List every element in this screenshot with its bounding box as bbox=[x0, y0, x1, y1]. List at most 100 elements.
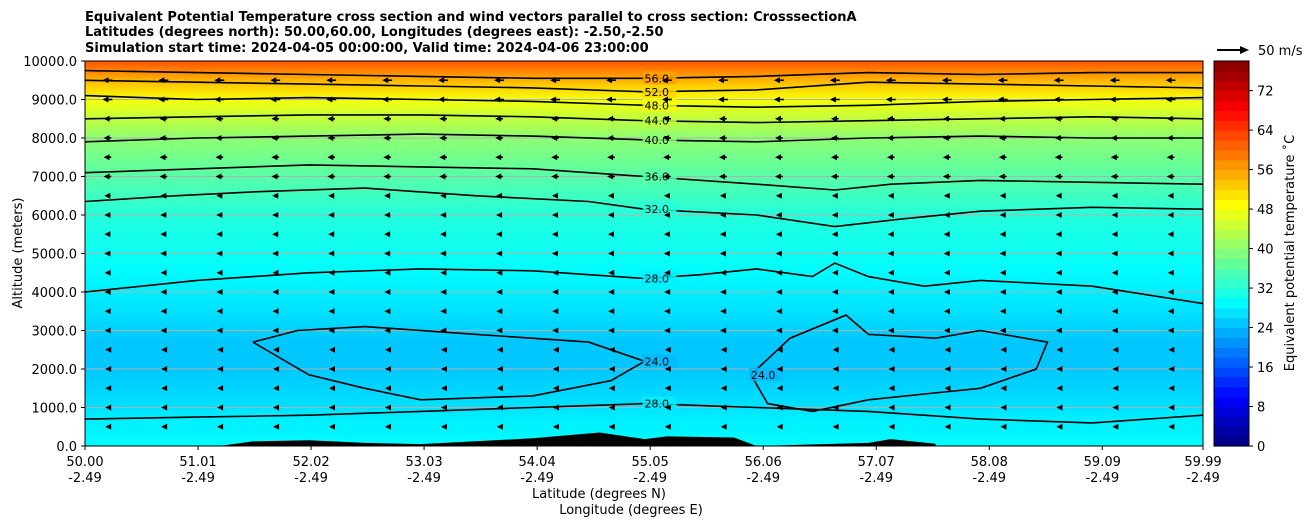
wind-vector bbox=[832, 289, 839, 295]
wind-vector bbox=[103, 135, 112, 141]
wind-vector bbox=[886, 173, 895, 180]
wind-vector bbox=[440, 289, 447, 295]
y-axis-label: Altitude (meters) bbox=[11, 198, 26, 309]
wind-vector bbox=[216, 269, 223, 276]
wind-vector bbox=[440, 231, 447, 238]
wind-vector bbox=[327, 115, 336, 122]
wind-vector bbox=[1000, 346, 1007, 353]
x-tick-label-lat: 50.00 bbox=[66, 455, 103, 470]
wind-vector bbox=[775, 115, 783, 122]
wind-vector bbox=[328, 192, 335, 199]
wind-vector bbox=[943, 212, 950, 218]
y-tick-label: 10000.0 bbox=[23, 55, 77, 70]
wind-vector bbox=[832, 327, 839, 334]
colorbar-tick-label: 32 bbox=[1257, 282, 1274, 297]
wind-vector bbox=[551, 135, 559, 141]
wind-vector bbox=[829, 96, 840, 103]
wind-vector bbox=[103, 154, 112, 161]
wind-vector bbox=[496, 192, 503, 199]
colorbar-frame bbox=[1213, 60, 1250, 447]
wind-vector bbox=[997, 77, 1008, 84]
colorbar-segment bbox=[1214, 209, 1249, 220]
wind-vector bbox=[160, 289, 167, 295]
wind-vector bbox=[888, 289, 895, 295]
wind-vector bbox=[1000, 423, 1007, 430]
wind-vector bbox=[608, 346, 615, 353]
wind-vector bbox=[161, 385, 168, 392]
wind-vector bbox=[272, 327, 279, 334]
wind-vector bbox=[776, 423, 783, 430]
wind-vector bbox=[999, 192, 1006, 199]
wind-vector bbox=[271, 154, 280, 161]
wind-vector bbox=[944, 385, 951, 392]
wind-vector bbox=[830, 135, 839, 141]
wind-vector bbox=[217, 385, 224, 392]
colorbar-segment bbox=[1214, 90, 1249, 102]
x-tick-label-lat: 58.08 bbox=[971, 455, 1008, 470]
wind-vector bbox=[888, 366, 895, 372]
wind-vector bbox=[104, 212, 111, 218]
wind-vector bbox=[1000, 404, 1007, 411]
colorbar-segment bbox=[1214, 110, 1249, 121]
wind-vector bbox=[1111, 250, 1118, 257]
contour-label-44: 44.0 bbox=[645, 115, 670, 128]
wind-vector bbox=[1054, 154, 1063, 161]
colorbar-segment bbox=[1214, 130, 1249, 141]
wind-vector bbox=[885, 96, 896, 103]
wind-vector bbox=[158, 77, 169, 84]
wind-vector bbox=[942, 173, 951, 180]
colorbar-segment bbox=[1214, 159, 1249, 171]
wind-vector bbox=[440, 404, 447, 411]
wind-vector bbox=[1111, 212, 1118, 218]
wind-vector bbox=[1055, 308, 1062, 315]
wind-vector bbox=[663, 212, 670, 218]
wind-vector bbox=[1056, 385, 1063, 392]
x-tick-label-lon: -2.49 bbox=[1085, 471, 1119, 486]
wind-vector bbox=[217, 346, 224, 353]
wind-vector bbox=[1055, 231, 1062, 238]
wind-vector bbox=[775, 135, 783, 141]
wind-vector bbox=[607, 115, 615, 122]
wind-vector bbox=[328, 289, 335, 295]
wind-vector bbox=[160, 269, 167, 276]
contour-label-56: 56.0 bbox=[645, 72, 670, 85]
wind-vector bbox=[440, 250, 447, 257]
wind-vector bbox=[384, 346, 391, 353]
wind-vector bbox=[999, 289, 1006, 295]
wind-vector bbox=[105, 366, 112, 372]
wind-vector bbox=[720, 289, 727, 295]
colorbar-segment bbox=[1214, 327, 1249, 339]
wind-vector bbox=[272, 212, 279, 218]
wind-vector bbox=[1167, 231, 1174, 238]
wind-vector bbox=[999, 250, 1006, 257]
wind-vector bbox=[886, 135, 895, 141]
wind-vector bbox=[661, 96, 672, 103]
wind-vector bbox=[941, 96, 952, 103]
wind-vector bbox=[438, 77, 449, 84]
wind-vector bbox=[215, 115, 224, 122]
wind-vector bbox=[496, 327, 503, 334]
colorbar-tick-label: 56 bbox=[1257, 164, 1274, 179]
wind-vector bbox=[552, 269, 559, 276]
wind-vector bbox=[830, 115, 839, 122]
wind-vector bbox=[271, 173, 280, 180]
wind-vector bbox=[496, 269, 503, 276]
wind-vector bbox=[943, 269, 950, 276]
colorbar-tick-label: 64 bbox=[1257, 124, 1274, 139]
contour-line-36 bbox=[85, 164, 1203, 191]
colorbar-segment bbox=[1214, 139, 1249, 151]
wind-vector bbox=[160, 327, 167, 334]
wind-vector bbox=[384, 423, 391, 430]
wind-vector bbox=[1053, 96, 1064, 103]
wind-vector bbox=[1109, 96, 1120, 103]
wind-vector bbox=[1056, 423, 1063, 430]
colorbar-segment bbox=[1214, 288, 1249, 299]
wind-vector bbox=[327, 154, 336, 161]
wind-vector bbox=[887, 192, 894, 199]
wind-vector bbox=[719, 250, 726, 257]
wind-vector bbox=[552, 289, 559, 295]
wind-vector bbox=[215, 173, 224, 180]
wind-vector bbox=[552, 192, 559, 199]
wind-vector bbox=[1167, 327, 1174, 334]
